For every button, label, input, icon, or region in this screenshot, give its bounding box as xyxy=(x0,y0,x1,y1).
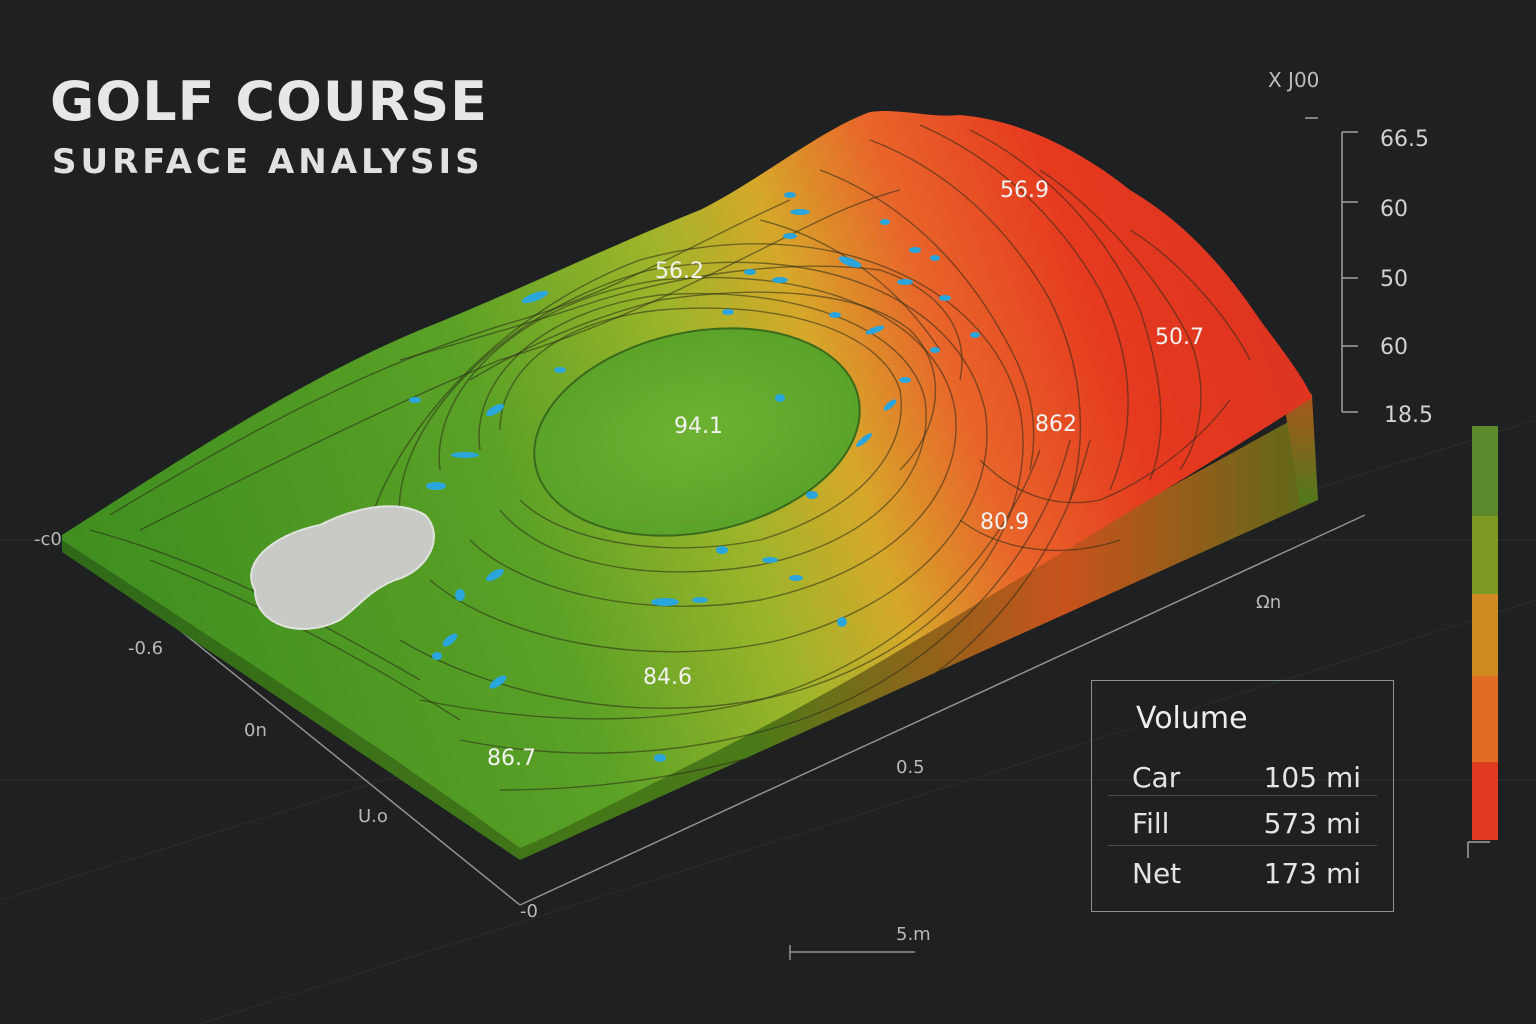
volume-title: Volume xyxy=(1136,701,1248,736)
scale-tick-label: 66.5 xyxy=(1380,127,1429,152)
scale-tick-label: 60 xyxy=(1380,335,1408,360)
scale-tick-label: 60 xyxy=(1380,197,1408,222)
volume-row-net: Net 173 mi xyxy=(1092,849,1393,899)
elevation-label: 80.9 xyxy=(980,510,1029,535)
axis-label: U.o xyxy=(358,806,388,827)
axis-label: 0.5 xyxy=(896,757,925,778)
volume-panel: Volume Car 105 mi Fill 573 mi Net 173 mi xyxy=(1091,680,1394,912)
elevation-label: 56.2 xyxy=(655,259,704,284)
axis-label: -c0 xyxy=(34,529,62,550)
axis-label: -0 xyxy=(520,901,538,922)
volume-row-label: Car xyxy=(1132,761,1181,794)
scale-tick-label: 50 xyxy=(1380,267,1408,292)
elevation-label: 94.1 xyxy=(674,414,723,439)
volume-row-label: Net xyxy=(1132,857,1182,890)
divider xyxy=(1108,845,1377,846)
legend-swatch xyxy=(1472,676,1498,762)
legend-swatch xyxy=(1472,762,1498,840)
elevation-scale xyxy=(1305,117,1358,413)
elevation-label: 56.9 xyxy=(1000,178,1049,203)
axis-label: -0.6 xyxy=(128,638,163,659)
water-features xyxy=(409,192,980,762)
legend-swatch xyxy=(1472,594,1498,676)
contour-lines xyxy=(89,124,1251,791)
volume-row-label: Fill xyxy=(1132,807,1170,840)
sand-bunker xyxy=(250,505,435,630)
volume-row-value: 105 mi xyxy=(1263,761,1361,794)
volume-row-value: 173 mi xyxy=(1263,857,1361,890)
axis-label: Ωn xyxy=(1256,592,1281,613)
elevation-label: 862 xyxy=(1035,412,1077,437)
axis-label: 0n xyxy=(244,720,267,741)
elevation-label: 50.7 xyxy=(1155,325,1204,350)
volume-row-fill: Fill 573 mi xyxy=(1092,799,1393,849)
page-title: GOLF COURSE xyxy=(50,70,489,133)
terrain-front-side xyxy=(62,410,1318,860)
scale-bar-label: 5.m xyxy=(896,924,931,945)
divider xyxy=(1108,795,1377,796)
elevation-label: 84.6 xyxy=(643,665,692,690)
page-subtitle: SURFACE ANALYSIS xyxy=(52,142,484,182)
scale-tick-label: 18.5 xyxy=(1384,403,1433,428)
legend-swatch xyxy=(1472,516,1498,594)
volume-row-cut: Car 105 mi xyxy=(1092,753,1393,803)
putting-green xyxy=(533,327,861,537)
color-legend xyxy=(1467,426,1498,858)
legend-swatch xyxy=(1472,426,1498,516)
corner-label: X J00 xyxy=(1268,68,1320,92)
elevation-label: 86.7 xyxy=(487,746,536,771)
volume-row-value: 573 mi xyxy=(1263,807,1361,840)
